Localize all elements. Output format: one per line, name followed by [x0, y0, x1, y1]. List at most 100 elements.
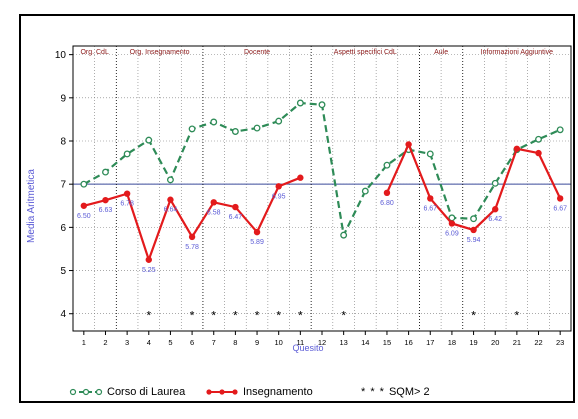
- point-corso-di-laurea: [535, 135, 542, 143]
- point-insegnamento: [253, 228, 261, 236]
- data-label: 5.94: [467, 237, 481, 244]
- y-tick-label: 6: [60, 223, 66, 234]
- data-label: 5.78: [185, 244, 199, 251]
- sqm-marker: *: [146, 309, 151, 323]
- y-tick-label: 7: [60, 180, 66, 191]
- point-insegnamento: [383, 189, 391, 197]
- plot-border: [72, 45, 572, 332]
- point-corso-di-laurea: [253, 124, 261, 132]
- legend-item-insegnamento: Insegnamento: [205, 382, 313, 402]
- point-insegnamento: [427, 195, 434, 202]
- point-insegnamento: [448, 220, 456, 227]
- sqm-marker: *: [255, 309, 260, 323]
- point-corso-di-laurea: [102, 168, 109, 176]
- data-label: 6.63: [99, 207, 113, 214]
- point-insegnamento: [556, 195, 564, 202]
- x-tick-label: 3: [125, 338, 129, 347]
- x-tick-label: 11: [296, 338, 304, 347]
- data-label: 5.25: [142, 267, 156, 274]
- point-insegnamento: [145, 256, 152, 263]
- point-insegnamento: [80, 202, 88, 209]
- x-tick-label: 5: [168, 338, 172, 347]
- x-tick-label: 1: [82, 338, 86, 347]
- sqm-marker: *: [211, 309, 216, 323]
- data-label: 6.80: [380, 200, 394, 207]
- section-label: Org. Insegnamento: [130, 49, 190, 56]
- y-tick-label: 5: [60, 266, 66, 277]
- point-corso-di-laurea: [340, 231, 348, 239]
- y-tick-label: 4: [60, 309, 66, 320]
- data-label: 6.47: [229, 214, 243, 221]
- point-insegnamento: [210, 199, 217, 206]
- y-tick-label: 9: [60, 93, 66, 104]
- point-corso-di-laurea: [275, 117, 283, 125]
- point-insegnamento: [275, 183, 282, 190]
- legend-sqm-marker: * * *: [361, 386, 385, 398]
- section-label: Org. CdL: [80, 49, 109, 56]
- point-insegnamento: [492, 206, 499, 213]
- sqm-marker: *: [298, 309, 303, 323]
- data-label: 6.64: [164, 207, 178, 214]
- y-tick-label: 10: [55, 50, 67, 61]
- point-corso-di-laurea: [296, 99, 304, 107]
- x-tick-label: 13: [339, 338, 347, 347]
- sqm-marker: *: [276, 309, 281, 323]
- x-tick-label: 10: [275, 338, 283, 347]
- sqm-marker: *: [190, 309, 195, 323]
- point-corso-di-laurea: [80, 180, 88, 188]
- point-corso-di-laurea: [166, 176, 174, 184]
- point-insegnamento: [535, 149, 542, 157]
- x-tick-label: 22: [534, 338, 542, 347]
- x-tick-label: 20: [491, 338, 499, 347]
- section-label: Aspetti specifici CdL: [334, 49, 397, 56]
- data-label: 6.78: [120, 201, 134, 208]
- point-corso-di-laurea: [556, 126, 564, 134]
- point-corso-di-laurea: [383, 161, 391, 169]
- section-label: Docente: [244, 49, 270, 56]
- x-tick-label: 21: [513, 338, 521, 347]
- y-tick-label: 8: [60, 137, 66, 148]
- sqm-marker: *: [515, 309, 520, 323]
- point-insegnamento: [513, 145, 521, 152]
- x-tick-label: 9: [255, 338, 259, 347]
- data-label: 6.42: [488, 216, 502, 223]
- sqm-marker: *: [233, 309, 238, 323]
- legend-item-corso-di-laurea: Corso di Laurea: [69, 382, 185, 402]
- x-tick-label: 15: [383, 338, 391, 347]
- x-tick-label: 14: [361, 338, 369, 347]
- x-tick-label: 17: [426, 338, 434, 347]
- x-tick-label: 16: [404, 338, 412, 347]
- x-tick-label: 18: [448, 338, 456, 347]
- x-tick-label: 2: [103, 338, 107, 347]
- point-insegnamento: [405, 141, 412, 148]
- point-insegnamento: [102, 196, 109, 204]
- point-corso-di-laurea: [145, 136, 153, 144]
- data-label: 6.09: [445, 230, 459, 237]
- point-insegnamento: [167, 196, 174, 203]
- x-tick-label: 7: [212, 338, 216, 347]
- point-corso-di-laurea: [426, 150, 434, 158]
- point-insegnamento: [123, 190, 131, 197]
- section-label: Informazioni Aggiuntive: [481, 49, 553, 56]
- x-tick-label: 8: [233, 338, 237, 347]
- y-axis-title: Media Aritmetica: [26, 169, 37, 243]
- legend-swatch-corso-di-laurea: [69, 388, 103, 396]
- legend-label: SQM> 2: [388, 386, 430, 398]
- section-label: Aule: [434, 49, 448, 56]
- point-corso-di-laurea: [491, 179, 499, 187]
- x-tick-label: 12: [318, 338, 326, 347]
- data-label: 6.95: [272, 193, 286, 200]
- legend-label: Insegnamento: [243, 386, 313, 398]
- point-insegnamento: [470, 226, 477, 234]
- x-tick-label: 19: [469, 338, 477, 347]
- data-label: 6.67: [423, 205, 437, 212]
- x-tick-label: 6: [190, 338, 194, 347]
- chart-frame: 4 5 6 7 8 9 10 1 2 3 4 5 6 7 8 9 10 11 12 13 14 15 16 17 18 19 20 2…: [19, 14, 575, 403]
- x-tick-label: 4: [147, 338, 151, 347]
- point-corso-di-laurea: [318, 101, 326, 109]
- legend-swatch-insegnamento: [206, 389, 238, 395]
- point-corso-di-laurea: [231, 128, 239, 135]
- point-insegnamento: [232, 203, 239, 211]
- point-insegnamento: [297, 174, 304, 181]
